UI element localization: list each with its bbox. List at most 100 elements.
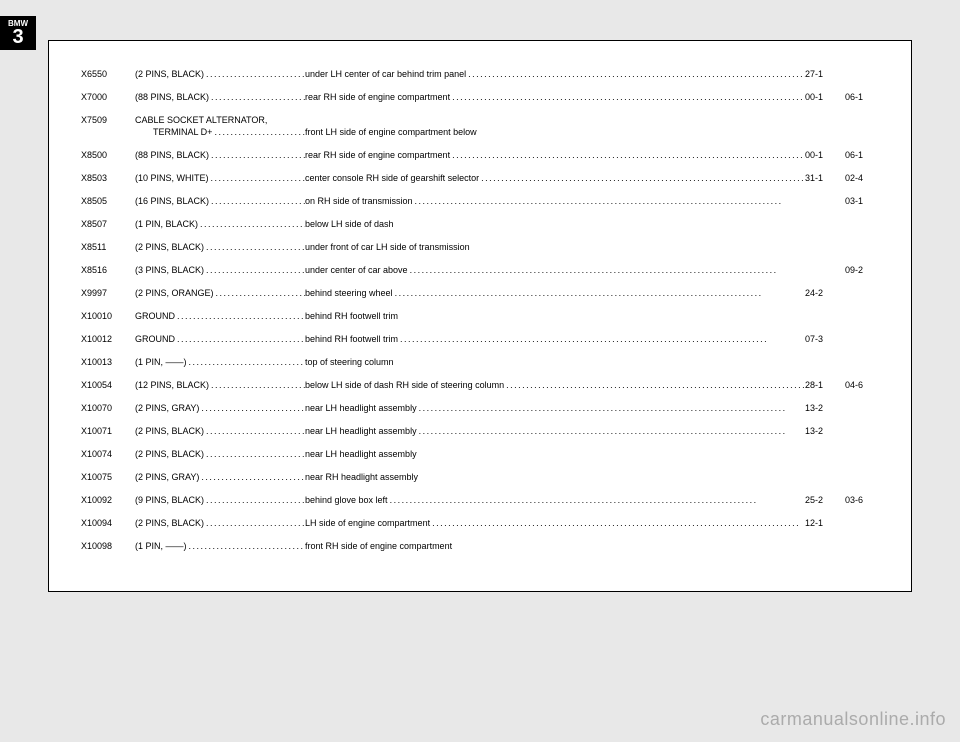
- table-row: X6550(2 PINS, BLACK)under LH center of c…: [81, 69, 879, 92]
- ref1-cell: [805, 265, 845, 288]
- pins-cell: (12 PINS, BLACK): [135, 380, 305, 403]
- table-row: X10071(2 PINS, BLACK)near LH headlight a…: [81, 426, 879, 449]
- code-cell: X10070: [81, 403, 135, 426]
- table-row: X8511(2 PINS, BLACK)under front of car L…: [81, 242, 879, 265]
- table-row: X7000(88 PINS, BLACK)rear RH side of eng…: [81, 92, 879, 115]
- ref2-cell: 03-1: [845, 196, 879, 219]
- pins-cell: (1 PIN, ——): [135, 541, 305, 564]
- location-cell: behind glove box left: [305, 495, 805, 518]
- code-cell: X10013: [81, 357, 135, 380]
- table-row: X10098(1 PIN, ——)front RH side of engine…: [81, 541, 879, 564]
- ref1-cell: [805, 311, 845, 334]
- ref2-cell: [845, 449, 879, 472]
- pins-cell: (2 PINS, BLACK): [135, 242, 305, 265]
- code-cell: X10075: [81, 472, 135, 495]
- table-row: X9997(2 PINS, ORANGE)behind steering whe…: [81, 288, 879, 311]
- ref1-cell: 31-1: [805, 173, 845, 196]
- pins-cell: (2 PINS, GRAY): [135, 403, 305, 426]
- pins-cell: (16 PINS, BLACK): [135, 196, 305, 219]
- watermark: carmanualsonline.info: [760, 709, 946, 730]
- location-cell: [305, 115, 805, 127]
- ref1-cell: 13-2: [805, 403, 845, 426]
- logo-big: 3: [0, 28, 36, 46]
- code-cell: X10010: [81, 311, 135, 334]
- page: BMW 3 X6550(2 PINS, BLACK)under LH cente…: [0, 0, 960, 742]
- location-cell: below LH side of dash RH side of steerin…: [305, 380, 805, 403]
- pins-cell: (88 PINS, BLACK): [135, 92, 305, 115]
- location-cell: front LH side of engine compartment belo…: [305, 127, 805, 150]
- connector-table: X6550(2 PINS, BLACK)under LH center of c…: [81, 69, 879, 564]
- location-cell: rear RH side of engine compartment: [305, 150, 805, 173]
- code-cell: X8507: [81, 219, 135, 242]
- location-cell: top of steering column: [305, 357, 805, 380]
- pins-cell: (2 PINS, BLACK): [135, 518, 305, 541]
- ref1-cell: [805, 472, 845, 495]
- ref2-cell: [845, 541, 879, 564]
- code-cell: X7000: [81, 92, 135, 115]
- table-row: X10070(2 PINS, GRAY)near LH headlight as…: [81, 403, 879, 426]
- table-row: X8505(16 PINS, BLACK)on RH side of trans…: [81, 196, 879, 219]
- pins-cell: (2 PINS, BLACK): [135, 69, 305, 92]
- pins-cell: (88 PINS, BLACK): [135, 150, 305, 173]
- code-cell: X6550: [81, 69, 135, 92]
- ref2-cell: [845, 311, 879, 334]
- table-row: X10074(2 PINS, BLACK)near LH headlight a…: [81, 449, 879, 472]
- bmw-logo: BMW 3: [0, 16, 36, 50]
- ref2-cell: [845, 334, 879, 357]
- code-cell: X10094: [81, 518, 135, 541]
- table-row: X10013(1 PIN, ——)top of steering column: [81, 357, 879, 380]
- ref1-cell: 25-2: [805, 495, 845, 518]
- code-cell: X10012: [81, 334, 135, 357]
- ref1-cell: [805, 219, 845, 242]
- ref1-cell: 07-3: [805, 334, 845, 357]
- pins-cell: CABLE SOCKET ALTERNATOR,: [135, 115, 305, 127]
- ref1-cell: [805, 127, 845, 150]
- location-cell: under front of car LH side of transmissi…: [305, 242, 805, 265]
- code-cell: X10054: [81, 380, 135, 403]
- code-cell: X7509: [81, 115, 135, 127]
- ref1-cell: 13-2: [805, 426, 845, 449]
- table-row: X8503(10 PINS, WHITE)center console RH s…: [81, 173, 879, 196]
- pins-cell: TERMINAL D+: [135, 127, 305, 150]
- table-row: X10012GROUNDbehind RH footwell trim07-3: [81, 334, 879, 357]
- ref2-cell: [845, 69, 879, 92]
- table-row: X7509CABLE SOCKET ALTERNATOR,: [81, 115, 879, 127]
- ref2-cell: 02-4: [845, 173, 879, 196]
- pins-cell: (2 PINS, BLACK): [135, 449, 305, 472]
- ref2-cell: [845, 288, 879, 311]
- location-cell: on RH side of transmission: [305, 196, 805, 219]
- table-row: X8507(1 PIN, BLACK)below LH side of dash: [81, 219, 879, 242]
- pins-cell: (1 PIN, BLACK): [135, 219, 305, 242]
- code-cell: X9997: [81, 288, 135, 311]
- ref2-cell: [845, 357, 879, 380]
- code-cell: X10074: [81, 449, 135, 472]
- code-cell: X8505: [81, 196, 135, 219]
- code-cell: X8503: [81, 173, 135, 196]
- ref2-cell: 06-1: [845, 150, 879, 173]
- table-row: X8516(3 PINS, BLACK)under center of car …: [81, 265, 879, 288]
- location-cell: near LH headlight assembly: [305, 426, 805, 449]
- pins-cell: (1 PIN, ——): [135, 357, 305, 380]
- code-cell: X10092: [81, 495, 135, 518]
- ref1-cell: 27-1: [805, 69, 845, 92]
- ref1-cell: [805, 196, 845, 219]
- pins-cell: GROUND: [135, 311, 305, 334]
- table-row: X10094(2 PINS, BLACK)LH side of engine c…: [81, 518, 879, 541]
- location-cell: center console RH side of gearshift sele…: [305, 173, 805, 196]
- ref1-cell: [805, 449, 845, 472]
- ref1-cell: 12-1: [805, 518, 845, 541]
- ref1-cell: 28-1: [805, 380, 845, 403]
- table-row: X10054(12 PINS, BLACK)below LH side of d…: [81, 380, 879, 403]
- ref1-cell: [805, 242, 845, 265]
- pins-cell: (9 PINS, BLACK): [135, 495, 305, 518]
- pins-cell: (2 PINS, BLACK): [135, 426, 305, 449]
- table-row: X10010GROUNDbehind RH footwell trim: [81, 311, 879, 334]
- content-box: X6550(2 PINS, BLACK)under LH center of c…: [48, 40, 912, 592]
- code-cell: X10098: [81, 541, 135, 564]
- code-cell: X8511: [81, 242, 135, 265]
- code-cell: X8500: [81, 150, 135, 173]
- pins-cell: (2 PINS, ORANGE): [135, 288, 305, 311]
- pins-cell: (3 PINS, BLACK): [135, 265, 305, 288]
- ref2-cell: [845, 472, 879, 495]
- ref1-cell: [805, 541, 845, 564]
